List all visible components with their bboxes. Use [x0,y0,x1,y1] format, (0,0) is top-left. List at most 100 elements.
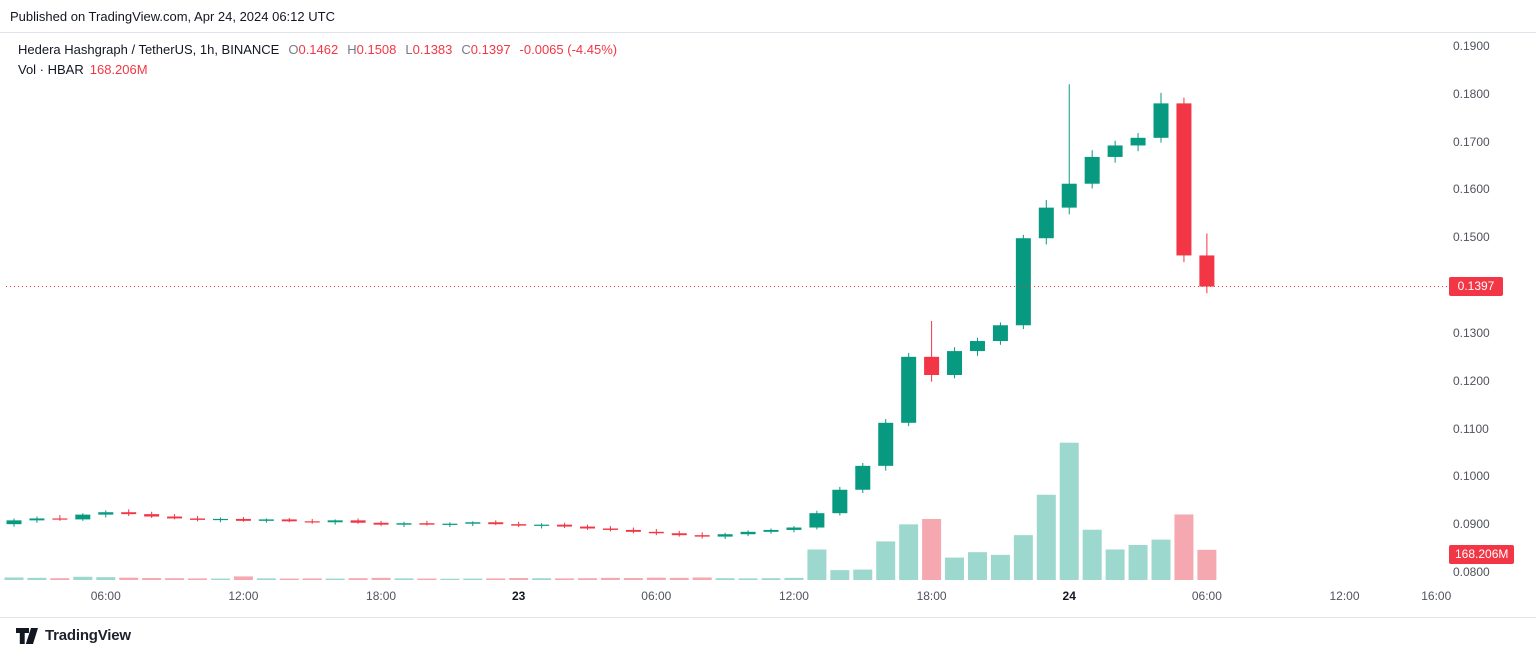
volume-row: Vol · HBAR 168.206M [18,60,617,80]
symbol-ohlc-row: Hedera Hashgraph / TetherUS, 1h, BINANCE… [18,40,617,60]
candle-body [75,514,91,520]
candle-body [212,518,228,521]
volume-bar [394,578,414,580]
current-volume-badge: 168.206M [1449,545,1515,564]
volume-bar [1128,545,1148,580]
volume-bar [210,578,230,580]
volume-bar [302,578,322,580]
volume-legend-label: Vol · HBAR [18,62,84,77]
current-price-badge: 0.1397 [1449,277,1503,297]
candle-body [809,513,825,528]
candle-body [396,523,412,525]
candle-body [465,522,481,524]
candle-body [29,518,45,521]
candle-body [878,422,894,466]
candle-body [350,520,366,523]
candle-body [855,465,871,490]
volume-bar [325,578,345,580]
candle-body [52,518,68,520]
candle-body [969,341,985,352]
volume-bar [715,578,735,580]
volume-bar [646,577,666,580]
volume-bar [486,578,506,580]
volume-bar [4,577,24,580]
volume-bar [165,578,185,580]
candle-body [717,534,733,537]
candle-body [304,521,320,523]
candle-body [648,531,664,534]
candle-pane [6,84,1215,540]
footer-attribution[interactable]: TradingView [0,617,1536,653]
volume-bar [1197,549,1217,580]
published-bar: Published on TradingView.com, Apr 24, 20… [0,0,1536,33]
volume-bar [876,541,896,580]
volume-bar [1036,494,1056,580]
volume-bar [279,578,299,580]
candle-body [557,524,573,527]
volume-bar [417,578,437,580]
volume-bar [348,578,368,580]
candle-body [144,514,160,517]
candle-body [258,519,274,521]
volume-bar [807,549,827,580]
candle-body [625,529,641,532]
candle-body [1061,183,1077,208]
volume-bar [1151,539,1171,580]
volume-bar [463,578,483,580]
candle-body [235,518,251,521]
symbol-title: Hedera Hashgraph / TetherUS, 1h, BINANCE [18,42,280,57]
candle-body [419,523,435,525]
candle-body [671,533,687,536]
volume-bar [256,578,276,580]
volume-bar [899,524,919,580]
candle-body [1084,156,1100,184]
volume-bar [738,578,758,580]
volume-bar [853,569,873,580]
candle-body [98,512,114,515]
volume-bar [96,577,116,580]
volume-bar [967,552,987,580]
volume-bar [119,577,139,580]
candle-body [534,524,550,526]
ohlc-low: L0.1383 [405,42,453,57]
volume-bar [50,578,70,580]
volume-bar [532,578,552,580]
volume-bar [188,578,208,580]
tradingview-logo-text: TradingView [45,627,131,644]
volume-bar [692,577,712,580]
candle-body [694,535,710,537]
volume-bar [761,578,781,580]
volume-bar [27,577,47,580]
candle-body [992,325,1008,342]
candle-body [373,522,389,525]
candle-body [327,520,343,523]
volume-bar [1082,529,1102,580]
volume-bar [600,577,620,580]
volume-bar [509,578,529,580]
tradingview-logo-icon [16,627,38,644]
volume-bar [1105,549,1125,580]
published-text: Published on TradingView.com, Apr 24, 20… [10,9,335,24]
chart-legend: Hedera Hashgraph / TetherUS, 1h, BINANCE… [18,40,617,80]
volume-bar [233,576,253,580]
candle-body [281,519,297,522]
volume-bar [1059,442,1079,580]
volume-bar [623,578,643,580]
candle-body [442,523,458,525]
candle-body [580,526,595,529]
candle-body [1015,238,1031,326]
candle-body [488,522,504,525]
candle-body [1107,145,1123,157]
volume-bar [830,570,850,580]
candle-body [1038,207,1054,239]
ohlc-open: O0.1462 [288,42,339,57]
candle-body [786,527,802,530]
volume-pane [4,442,1217,580]
candle-body [602,528,618,530]
candle-body [763,529,779,532]
candle-body [167,516,183,519]
ohlc-high: H0.1508 [347,42,397,57]
volume-bar [555,578,575,580]
